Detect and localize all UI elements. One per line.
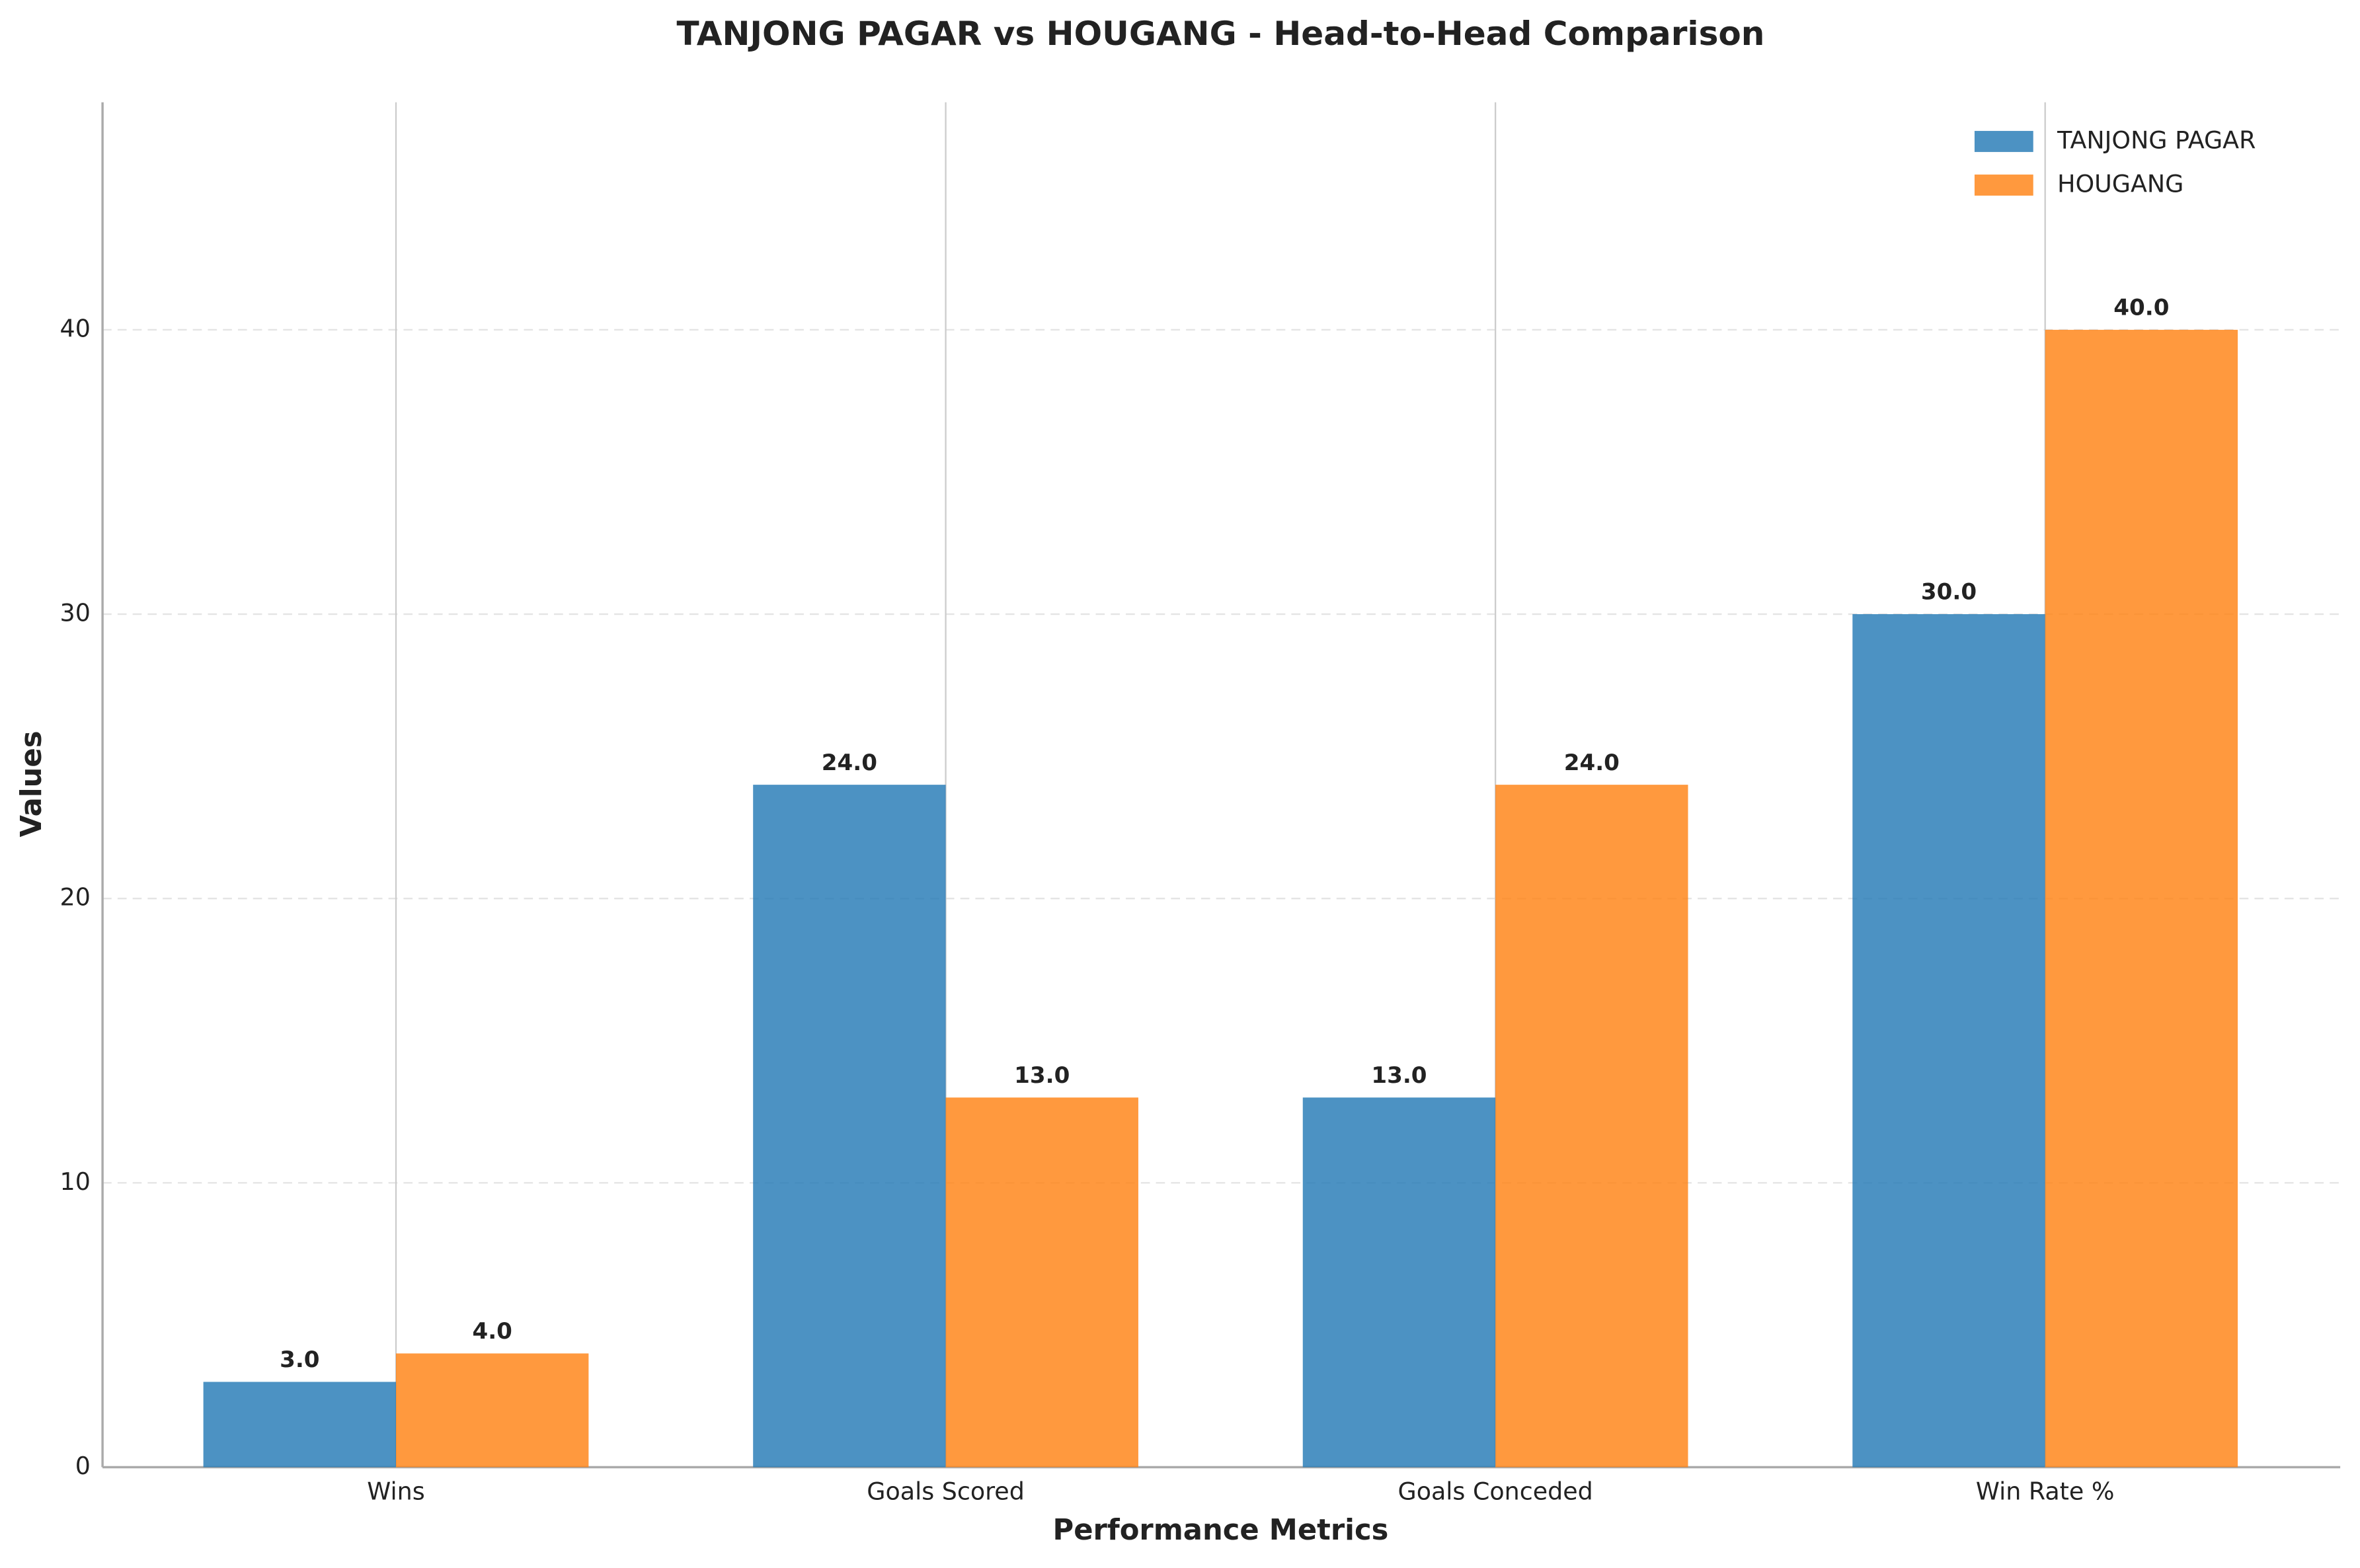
legend-label: HOUGANG bbox=[2057, 169, 2183, 198]
bar bbox=[2045, 329, 2238, 1468]
value-label: 24.0 bbox=[1564, 750, 1620, 776]
value-label: 24.0 bbox=[822, 750, 877, 776]
x-axis-label: Performance Metrics bbox=[1053, 1514, 1389, 1547]
value-label: 40.0 bbox=[2113, 295, 2169, 321]
value-label: 4.0 bbox=[472, 1318, 512, 1345]
y-tick-label: 0 bbox=[75, 1452, 91, 1480]
bar bbox=[1302, 1097, 1496, 1468]
legend-swatch bbox=[1974, 131, 2033, 152]
value-label: 3.0 bbox=[280, 1347, 319, 1373]
legend-label: TANJONG PAGAR bbox=[2057, 126, 2256, 154]
value-label: 13.0 bbox=[1371, 1062, 1427, 1089]
value-label: 30.0 bbox=[1921, 579, 1977, 606]
x-tick-label: Goals Conceded bbox=[1398, 1477, 1593, 1506]
value-label: 13.0 bbox=[1014, 1062, 1070, 1089]
bar bbox=[396, 1353, 589, 1468]
y-axis-label: Values bbox=[15, 731, 48, 838]
chart-title: TANJONG PAGAR vs HOUGANG - Head-to-Head … bbox=[676, 15, 1764, 53]
y-tick-label: 30 bbox=[60, 599, 91, 627]
bar bbox=[945, 1097, 1138, 1468]
legend-swatch bbox=[1974, 175, 2033, 196]
bar bbox=[753, 785, 946, 1468]
y-tick-label: 10 bbox=[60, 1167, 91, 1196]
x-tick-label: Goals Scored bbox=[867, 1477, 1025, 1506]
bar bbox=[1852, 614, 2045, 1468]
y-tick-label: 40 bbox=[60, 314, 91, 342]
bar bbox=[1495, 785, 1688, 1468]
bar bbox=[203, 1382, 396, 1468]
x-tick-label: Win Rate % bbox=[1976, 1477, 2115, 1506]
y-tick-label: 20 bbox=[60, 883, 91, 912]
x-tick-label: Wins bbox=[367, 1477, 424, 1506]
